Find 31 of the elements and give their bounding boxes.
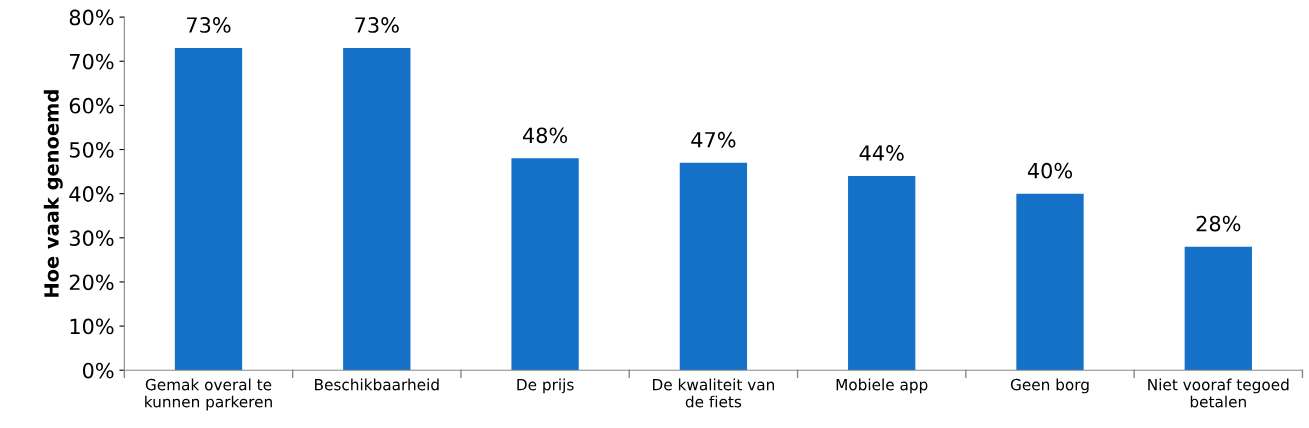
y-tick-label: 80%	[69, 9, 114, 26]
y-tick-label: 50%	[69, 141, 114, 158]
data-label: 44%	[859, 145, 904, 161]
y-tick-label: 10%	[70, 318, 114, 335]
bar	[174, 48, 243, 371]
x-tick-label: De prijs	[517, 378, 574, 394]
x-tick-label: Beschikbaarheid	[315, 378, 439, 391]
y-tick-label: 20%	[69, 274, 114, 291]
bar	[1016, 193, 1084, 371]
data-label: 73%	[187, 17, 231, 33]
y-tick-label: 0%	[82, 362, 114, 379]
data-label: 40%	[1027, 162, 1073, 179]
y-tick-label: 70%	[70, 53, 114, 70]
y-tick-label: 40%	[69, 186, 114, 202]
x-tick-label: Niet vooraf tegoed betalen	[1148, 378, 1289, 408]
y-tick-label: 60%	[69, 97, 114, 114]
bar	[848, 176, 916, 371]
bar	[679, 162, 748, 371]
y-tick-label: 30%	[69, 230, 114, 247]
x-tick-label: Mobiele app	[836, 378, 928, 394]
data-label: 28%	[1196, 215, 1241, 232]
bar	[511, 158, 579, 371]
data-label: 48%	[522, 127, 568, 144]
bar	[1184, 246, 1252, 371]
x-tick-label: Geen borg	[1010, 378, 1089, 394]
data-label: 73%	[355, 17, 399, 33]
data-label: 47%	[691, 131, 736, 148]
bar	[343, 48, 411, 371]
x-tick-label: De kwaliteit van de fiets	[653, 378, 774, 408]
y-axis-title: Hoe vaak genoemd	[43, 90, 63, 297]
x-tick-label: Gemak overal te kunnen parkeren	[145, 378, 272, 411]
